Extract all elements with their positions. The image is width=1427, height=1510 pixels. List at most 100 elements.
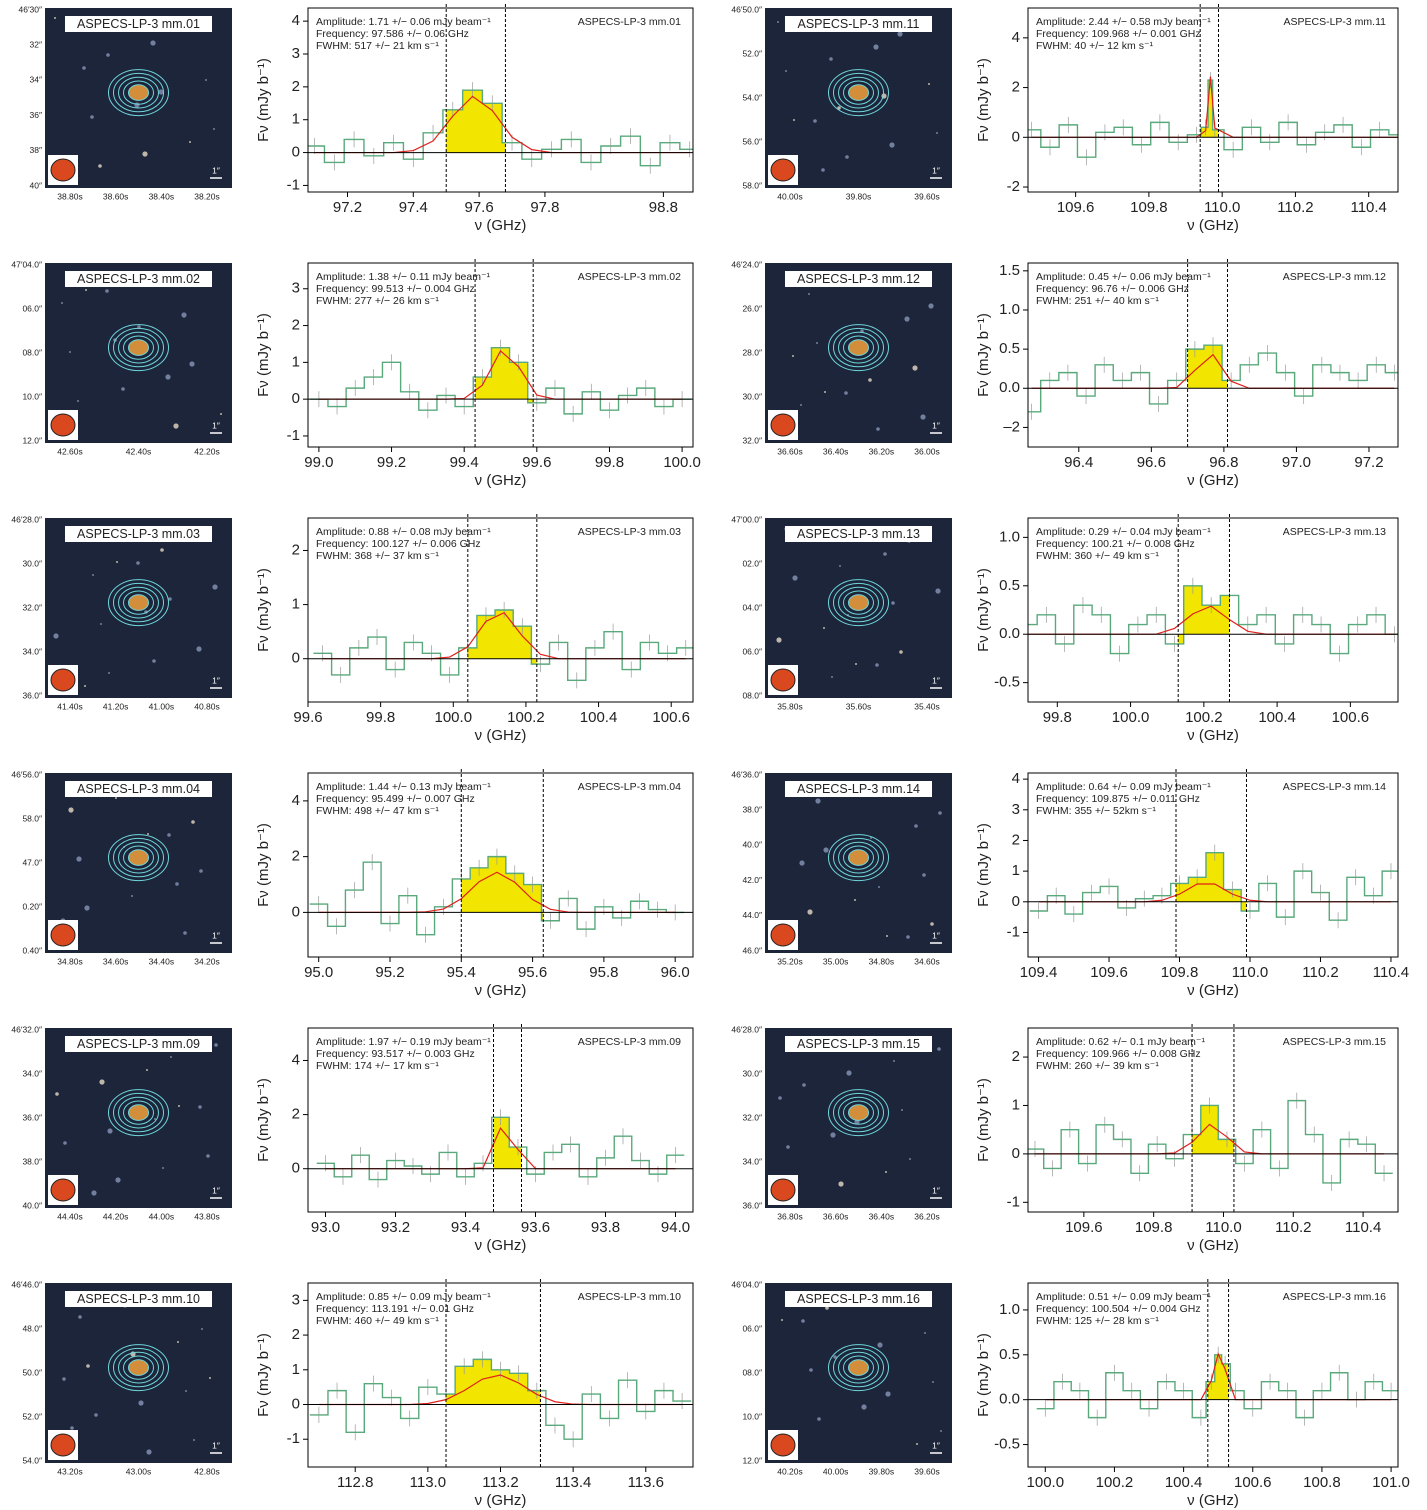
fit-annotation: Amplitude: 2.44 +/− 0.58 mJy beam⁻¹ xyxy=(1036,16,1211,28)
contour xyxy=(108,1344,169,1392)
star xyxy=(189,141,191,143)
ra-tick-label: 38.60s xyxy=(103,191,129,201)
star xyxy=(938,811,942,815)
dec-tick-label: 08.0″ xyxy=(742,690,762,700)
x-tick-label: 110.0 xyxy=(1204,199,1240,216)
y-axis-label: Fν (mJy b⁻¹) xyxy=(255,568,272,652)
star xyxy=(777,21,779,23)
fit-annotation: Frequency: 97.586 +/− 0.06 GHz xyxy=(316,28,469,40)
y-tick-label: 1 xyxy=(292,596,300,613)
contour xyxy=(838,331,879,364)
line-fill xyxy=(1178,585,1230,644)
x-tick-label: 100.0 xyxy=(435,709,473,726)
dec-tick-label: 47′00.0″ xyxy=(731,514,762,524)
ra-tick-label: 42.80s xyxy=(194,1466,220,1476)
y-tick-label: -1 xyxy=(1007,923,1020,940)
y-tick-label: 2 xyxy=(292,1326,300,1343)
ra-tick-label: 40.80s xyxy=(194,701,220,711)
dec-tick-label: 34″ xyxy=(30,75,42,85)
star xyxy=(198,1105,202,1109)
x-tick-label: 109.8 xyxy=(1135,1219,1173,1236)
contour xyxy=(108,579,169,627)
star xyxy=(84,685,86,687)
panel-title: ASPECS-LP-3 mm.15 xyxy=(1283,1036,1386,1048)
galaxy xyxy=(848,84,869,101)
ra-tick-label: 42.40s xyxy=(126,446,152,456)
y-tick-label: -1 xyxy=(287,176,300,193)
panel-title: ASPECS-LP-3 mm.04 xyxy=(578,781,681,793)
x-tick-label: 100.0 xyxy=(1027,1474,1065,1491)
x-axis-label: ν (GHz) xyxy=(475,727,527,744)
star xyxy=(62,1377,66,1381)
star xyxy=(91,1190,97,1196)
y-tick-label: 0.5 xyxy=(999,577,1020,594)
dec-tick-label: 28.0″ xyxy=(742,347,762,357)
ra-tick-label: 40.00s xyxy=(823,1466,849,1476)
line-fill xyxy=(1176,852,1247,911)
scale-label: 1″ xyxy=(932,1440,940,1450)
fill-group xyxy=(1200,80,1219,138)
contour xyxy=(123,335,154,360)
fit-annotation: Frequency: 109.875 +/− 0.011 GHz xyxy=(1036,793,1200,805)
cutout-label: ASPECS-LP-3 mm.12 xyxy=(797,272,920,286)
dec-tick-label: 52.0″ xyxy=(742,48,762,58)
contour xyxy=(843,845,874,870)
x-axis-label: ν (GHz) xyxy=(1187,982,1239,999)
star xyxy=(183,931,187,935)
ra-tick-label: 36.00s xyxy=(914,446,940,456)
x-tick-label: 95.4 xyxy=(447,964,476,981)
star xyxy=(142,151,148,157)
star xyxy=(817,1417,821,1421)
dec-tick-label: 06.0″ xyxy=(742,1323,762,1333)
y-tick-label: 1 xyxy=(1012,862,1020,879)
x-tick-label: 97.8 xyxy=(530,199,559,216)
star xyxy=(930,922,934,926)
dec-tick-label: 46′04.0″ xyxy=(731,1279,762,1289)
x-tick-label: 109.8 xyxy=(1130,199,1168,216)
y-tick-label: -0.5 xyxy=(994,1436,1020,1453)
ra-tick-label: 38.20s xyxy=(194,191,220,201)
star xyxy=(906,935,910,939)
x-axis-label: ν (GHz) xyxy=(475,1492,527,1509)
x-tick-label: 100.8 xyxy=(1303,1474,1341,1491)
dec-tick-label: 40.0″ xyxy=(742,840,762,850)
fit-annotation: FWHM: 368 +/− 37 km s⁻¹ xyxy=(316,550,439,562)
y-tick-label: 4 xyxy=(1012,29,1020,46)
cutout-label: ASPECS-LP-3 mm.14 xyxy=(797,782,920,796)
x-tick-label: 95.8 xyxy=(589,964,618,981)
plot-frame xyxy=(1027,772,1399,958)
dec-tick-label: 30.0″ xyxy=(742,391,762,401)
fit-annotation: Frequency: 100.21 +/− 0.008 GHz xyxy=(1036,538,1195,550)
ra-tick-label: 38.80s xyxy=(57,191,83,201)
dec-tick-label: 44.0″ xyxy=(742,910,762,920)
plot-frame xyxy=(307,262,694,448)
x-tick-label: 94.0 xyxy=(661,1219,690,1236)
contour xyxy=(118,1351,159,1384)
dec-tick-label: 58.0″ xyxy=(742,180,762,190)
star xyxy=(845,155,849,159)
dec-tick-label: 46′30″ xyxy=(18,4,42,14)
y-tick-label: 2 xyxy=(1012,79,1020,96)
x-tick-label: 109.8 xyxy=(1161,964,1199,981)
dec-tick-label: 54.0″ xyxy=(742,92,762,102)
contour xyxy=(833,1347,884,1388)
ra-tick-label: 39.80s xyxy=(846,191,872,201)
star xyxy=(914,824,918,828)
contour xyxy=(123,80,154,105)
star xyxy=(830,1132,836,1138)
y-tick-label: 1 xyxy=(292,1361,300,1378)
x-tick-label: 110.2 xyxy=(1277,199,1313,216)
star xyxy=(78,1315,82,1319)
star xyxy=(69,351,71,353)
contour xyxy=(848,1359,869,1376)
galaxy xyxy=(128,1104,149,1121)
galaxy xyxy=(848,594,869,611)
ra-tick-label: 34.20s xyxy=(194,956,220,966)
star xyxy=(846,1070,852,1076)
star xyxy=(98,164,102,168)
star xyxy=(94,1413,98,1417)
y-tick-label: 1.0 xyxy=(999,1301,1020,1318)
star xyxy=(824,391,826,393)
star xyxy=(920,414,926,420)
fit-annotation: FWHM: 355 +/− 52km s⁻¹ xyxy=(1036,805,1156,817)
